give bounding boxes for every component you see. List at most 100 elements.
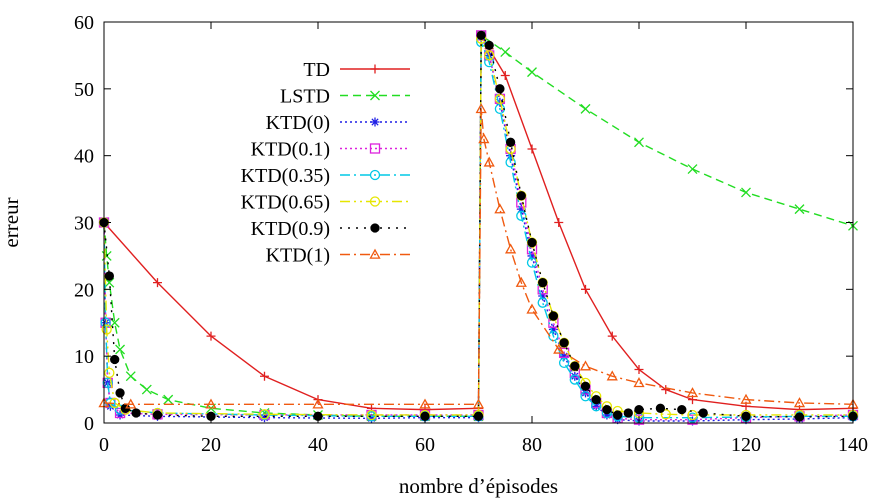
- y-axis-label: erreur: [0, 197, 23, 247]
- data-point: [686, 387, 699, 398]
- legend-label: KTD(0.1): [251, 139, 330, 161]
- data-point: [548, 311, 559, 321]
- data-point: [115, 410, 125, 420]
- legend-item: KTD(0): [266, 112, 410, 134]
- axes: 0 20 40 60 80 100 120 140 0 10 20 30 40 50 60: [74, 12, 868, 456]
- y-tick-label: 40: [74, 146, 94, 168]
- data-point: [312, 398, 324, 409]
- data-point: [607, 331, 617, 341]
- data-point: [538, 277, 548, 288]
- series-line: [103, 108, 854, 405]
- legend-marker: [370, 117, 380, 127]
- data-point: [260, 413, 269, 423]
- data-point: [602, 410, 612, 420]
- data-point: [553, 343, 565, 354]
- data-point: [526, 303, 538, 314]
- data-point: [602, 404, 612, 415]
- data-point: [613, 415, 623, 425]
- series-KTD(1): [98, 103, 859, 409]
- legend-label: KTD(1): [266, 245, 330, 267]
- legend-item: LSTD: [280, 86, 410, 108]
- data-point: [505, 157, 516, 168]
- data-point: [558, 357, 570, 369]
- x-tick-label: 60: [415, 434, 435, 456]
- data-point: [554, 218, 564, 227]
- y-tick-label: 30: [74, 213, 94, 235]
- data-point: [793, 397, 806, 408]
- legend-label: KTD(0.9): [251, 218, 330, 240]
- x-tick-label: 20: [201, 434, 221, 456]
- data-point: [473, 411, 484, 421]
- data-point: [687, 409, 698, 421]
- series-TD: [99, 30, 858, 415]
- data-point: [366, 409, 377, 421]
- data-point: [484, 40, 494, 51]
- data-point: [570, 361, 580, 371]
- legend-label: TD: [303, 59, 330, 81]
- legend: TD LSTD KTD(0) KTD(0.1) KTD(0.35) KTD(0.65) KT…: [241, 59, 410, 267]
- x-tick-label: 120: [731, 434, 761, 456]
- data-point: [206, 331, 216, 341]
- data-point: [419, 398, 431, 409]
- data-point: [367, 413, 376, 423]
- data-point: [612, 410, 623, 420]
- data-point: [623, 408, 633, 418]
- data-point: [115, 344, 126, 355]
- legend-marker: [369, 143, 381, 154]
- data-point: [527, 67, 537, 78]
- data-point: [537, 297, 548, 308]
- data-point: [677, 404, 687, 415]
- data-point: [495, 84, 505, 94]
- data-point: [484, 50, 495, 61]
- data-point: [660, 409, 671, 420]
- y-tick-label: 10: [74, 346, 94, 368]
- data-point: [476, 30, 486, 41]
- data-point: [100, 317, 111, 328]
- legend-item: TD: [303, 59, 410, 81]
- legend-label: LSTD: [280, 86, 330, 108]
- data-point: [591, 394, 601, 405]
- x-tick-label: 0: [99, 434, 109, 456]
- data-point: [506, 151, 516, 161]
- data-point: [794, 412, 805, 422]
- data-point: [634, 365, 644, 375]
- data-point: [125, 398, 137, 409]
- data-point: [591, 401, 601, 411]
- y-tick-label: 50: [74, 79, 94, 101]
- data-point: [538, 291, 548, 301]
- data-point: [527, 237, 537, 248]
- data-point: [655, 403, 666, 413]
- legend-marker: [370, 64, 380, 74]
- data-point: [475, 103, 487, 114]
- legend-label: KTD(0): [266, 112, 330, 134]
- data-point: [569, 374, 580, 385]
- data-point: [515, 276, 527, 287]
- data-point: [483, 156, 495, 167]
- legend-marker: [369, 196, 381, 207]
- data-point: [633, 377, 645, 388]
- data-point: [794, 204, 805, 215]
- data-point: [687, 164, 698, 174]
- data-point: [104, 271, 114, 281]
- data-point: [661, 385, 671, 395]
- x-tick-label: 80: [522, 434, 542, 456]
- data-point: [688, 416, 697, 426]
- legend-marker: [369, 248, 381, 259]
- legend-marker: [369, 169, 381, 181]
- data-point: [101, 324, 112, 335]
- x-axis-label: nombre d’épisodes: [399, 474, 558, 498]
- data-point: [259, 409, 270, 420]
- legend-item: KTD(0.35): [241, 165, 410, 187]
- data-point: [500, 70, 510, 80]
- data-point: [516, 204, 526, 214]
- data-point: [580, 391, 591, 402]
- data-point: [740, 393, 752, 404]
- data-point: [478, 133, 490, 144]
- data-point: [559, 338, 569, 348]
- data-point: [559, 351, 569, 361]
- data-point: [606, 370, 618, 381]
- data-point: [527, 144, 537, 154]
- data-point: [687, 412, 698, 423]
- legend-item: KTD(0.65): [241, 192, 410, 214]
